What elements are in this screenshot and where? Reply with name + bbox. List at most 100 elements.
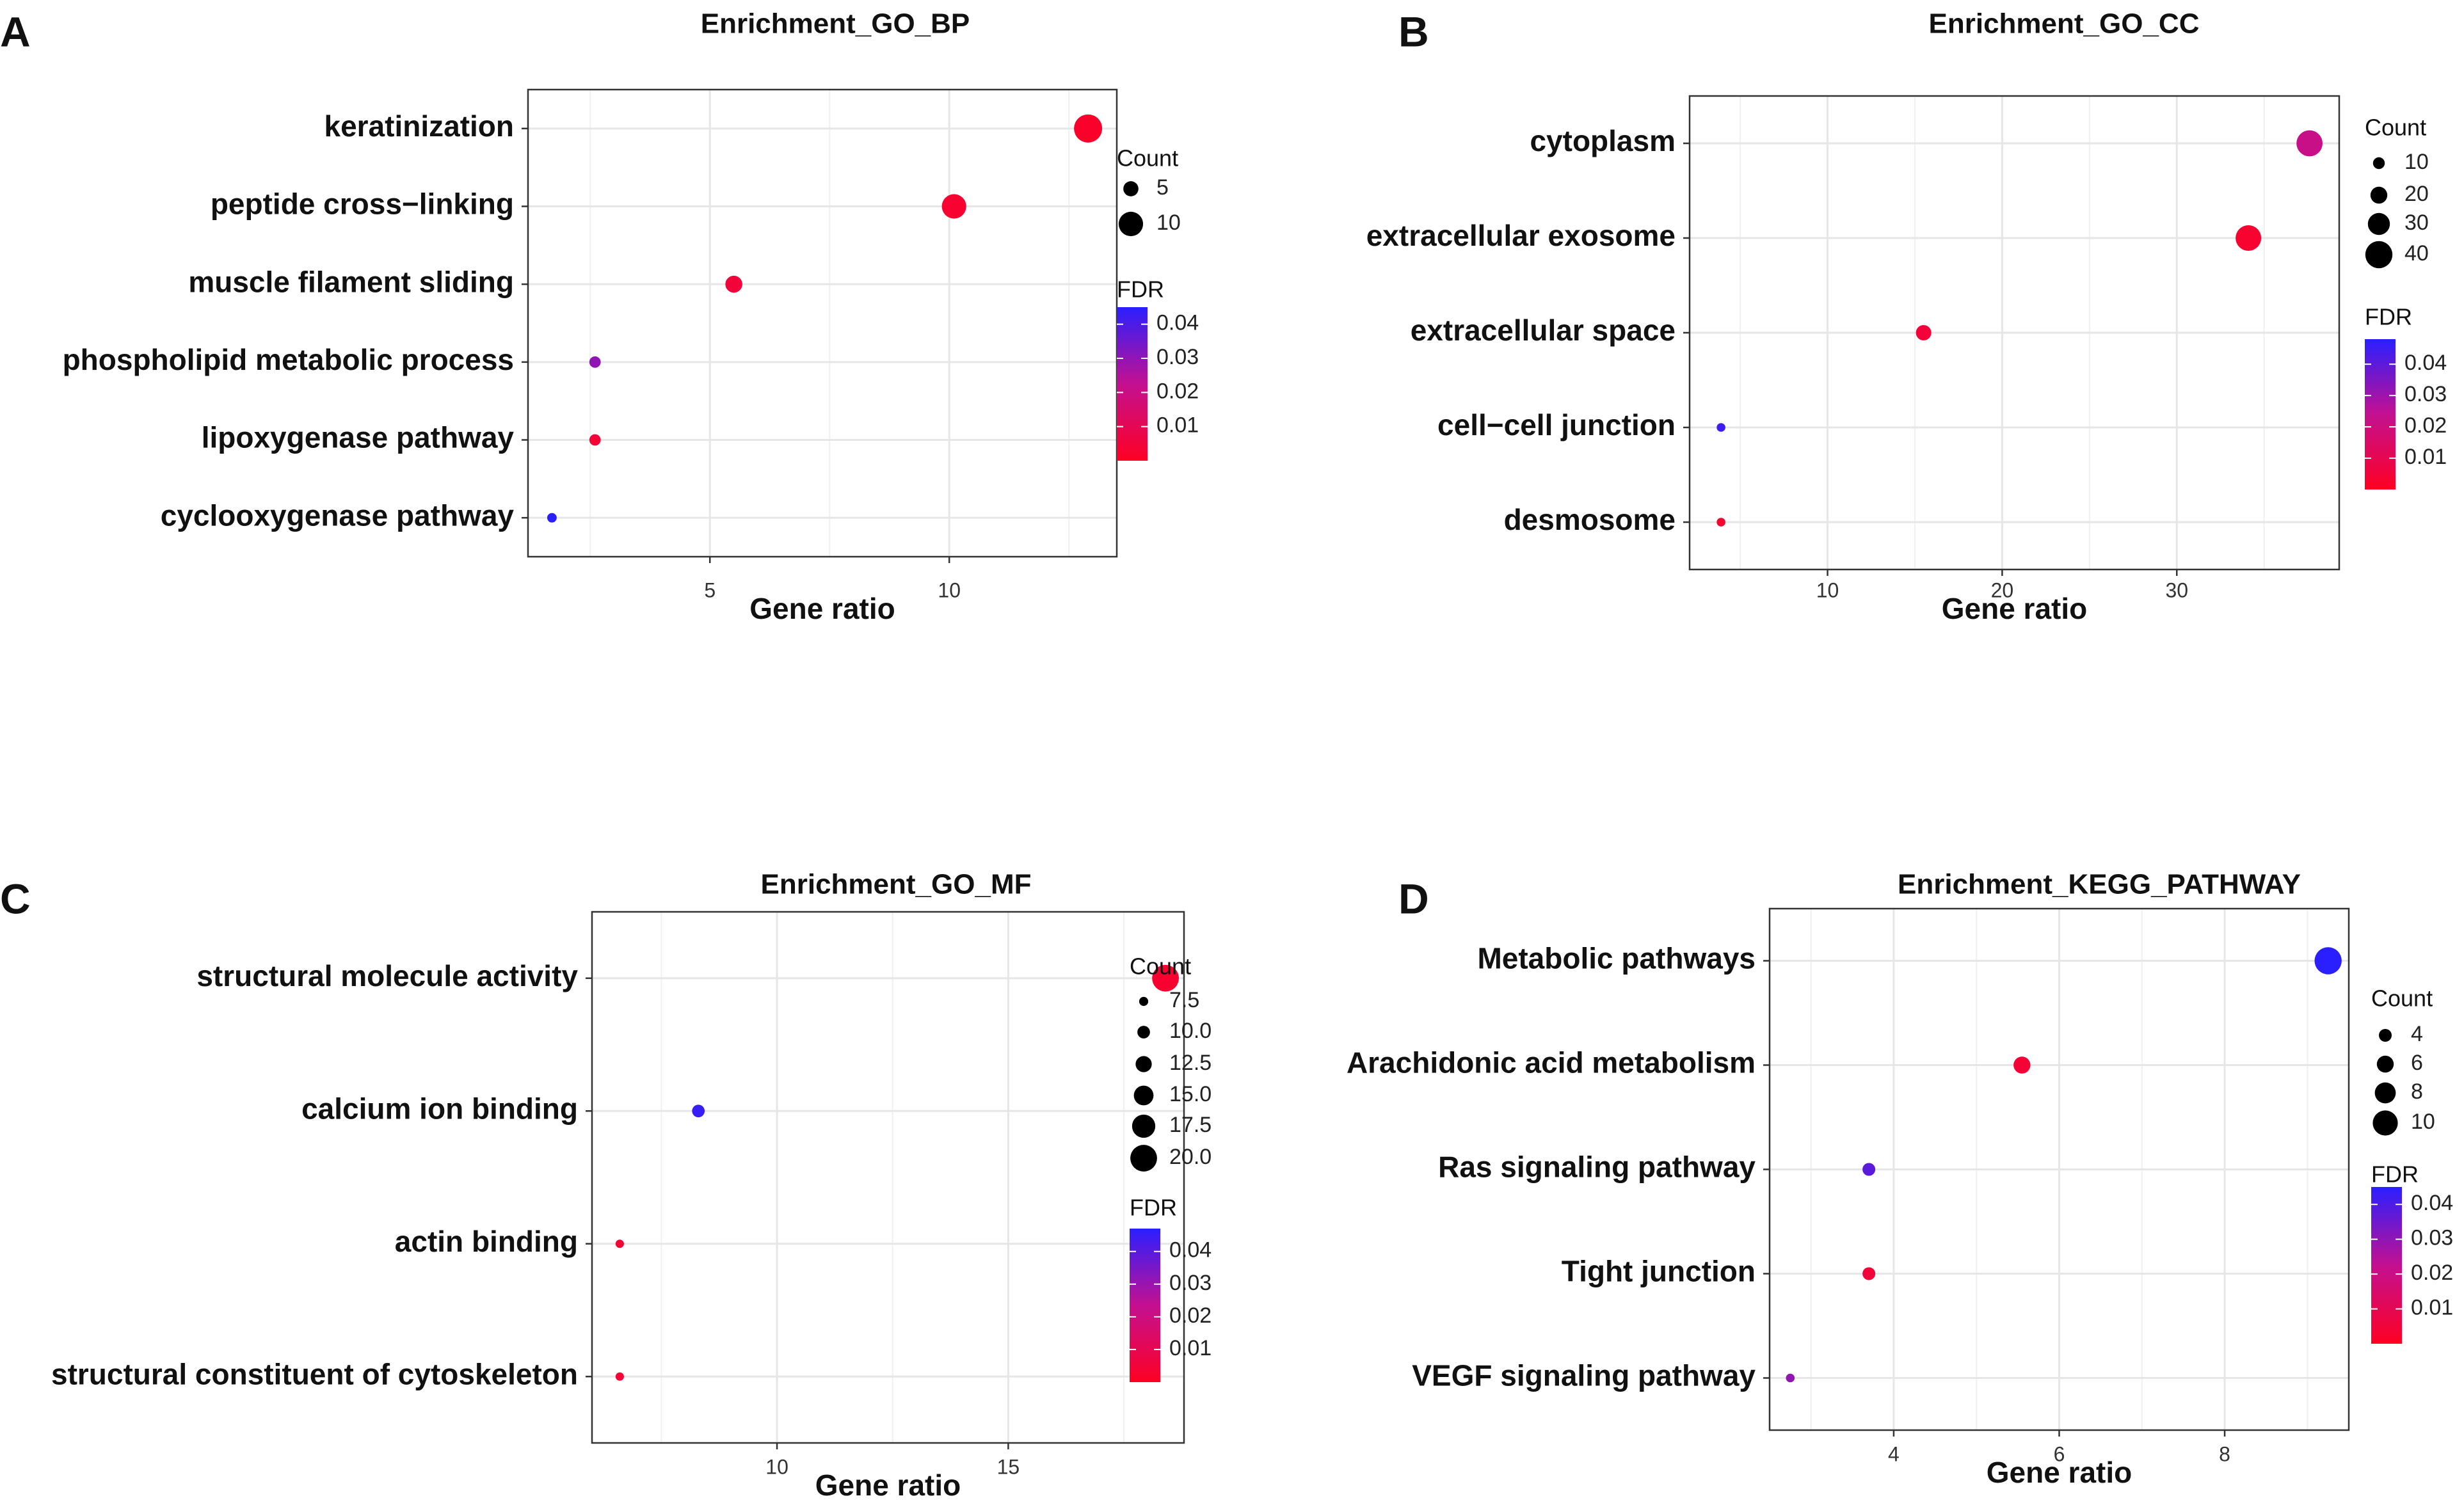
count-legend-dot (1133, 1085, 1154, 1106)
term-label: extracellular exosome (1366, 219, 1676, 252)
fdr-tick-label: 0.03 (2404, 382, 2447, 406)
fdr-tick-label: 0.04 (1156, 311, 1199, 335)
plot-area (592, 912, 1184, 1443)
count-legend-label: 40 (2404, 241, 2429, 266)
chart-title: Enrichment_KEGG_PATHWAY (1898, 869, 2301, 900)
term-label: cytoplasm (1530, 124, 1676, 157)
count-legend-label: 7.5 (1169, 988, 1199, 1012)
panel-label: D (1398, 875, 1429, 922)
data-point (1862, 1267, 1876, 1280)
fdr-tick-label: 0.02 (1156, 379, 1199, 403)
x-tick-label: 5 (704, 578, 716, 601)
count-legend-dot (2365, 241, 2393, 269)
count-legend-label: 10 (2411, 1110, 2435, 1134)
data-point (1862, 1163, 1876, 1176)
count-legend-label: 20.0 (1169, 1145, 1212, 1169)
fdr-tick-label: 0.04 (2411, 1191, 2453, 1215)
panel-label: B (1398, 8, 1429, 55)
count-legend-dot (1132, 1114, 1156, 1138)
data-point (725, 275, 742, 293)
data-point (2314, 947, 2342, 975)
fdr-colorbar (2365, 339, 2396, 490)
data-point (1786, 1373, 1795, 1383)
data-point (1716, 423, 1725, 432)
term-label: desmosome (1504, 503, 1676, 536)
term-label: cyclooxygenase pathway (161, 498, 515, 532)
count-legend-dot (2372, 157, 2385, 170)
chart-title: Enrichment_GO_MF (761, 869, 1032, 900)
count-legend-dot (1137, 1026, 1150, 1039)
data-point (1152, 964, 1179, 992)
count-legend-dot (1123, 181, 1139, 196)
panel-d: D Enrichment_KEGG_PATHWAY 4 6 8 Gene ratio Met… (1347, 869, 2453, 1490)
data-point (615, 1372, 624, 1381)
term-label: Ras signaling pathway (1438, 1151, 1756, 1184)
count-legend-title: Count (1130, 953, 1191, 980)
fdr-tick-label: 0.01 (2411, 1296, 2453, 1320)
count-legend-dot (1130, 1145, 1157, 1172)
fdr-tick-label: 0.03 (1169, 1271, 1212, 1295)
count-legend-label: 5 (1156, 175, 1169, 200)
term-label: phospholipid metabolic process (63, 343, 514, 376)
data-point (1716, 518, 1725, 527)
panel-label: C (0, 875, 31, 922)
term-label: keratinization (324, 109, 514, 143)
count-legend-title: Count (1117, 145, 1178, 171)
fdr-tick-label: 0.01 (2404, 445, 2447, 469)
term-label: calcium ion binding (301, 1092, 578, 1125)
panel-a: A Enrichment_GO_BP 5 10 Gene ratio keratiniza… (0, 8, 1199, 625)
fdr-colorbar (2371, 1187, 2402, 1344)
fdr-tick-label: 0.02 (2404, 413, 2447, 438)
data-point (2013, 1056, 2031, 1074)
count-legend-dot (2367, 212, 2390, 235)
x-tick-label: 6 (2054, 1442, 2065, 1465)
fdr-legend-title: FDR (1117, 276, 1164, 303)
count-legend-dot (2370, 186, 2388, 204)
fdr-tick-label: 0.04 (2404, 351, 2447, 375)
count-legend-dot (2372, 1110, 2398, 1136)
count-legend-label: 10.0 (1169, 1019, 1212, 1043)
count-legend-dot (2379, 1029, 2392, 1042)
count-legend-label: 12.5 (1169, 1051, 1212, 1075)
term-label: actin binding (395, 1225, 578, 1258)
plot-area (528, 90, 1117, 557)
fdr-legend-title: FDR (2371, 1161, 2419, 1188)
fdr-tick-label: 0.03 (2411, 1226, 2453, 1250)
panel-b: B Enrichment_GO_CC 10 20 30 Gene ratio cytopla… (1366, 8, 2447, 625)
term-label: Arachidonic acid metabolism (1347, 1046, 1756, 1079)
fdr-legend-title: FDR (2365, 304, 2412, 330)
term-label: structural molecule activity (196, 959, 578, 992)
x-tick-label: 10 (765, 1455, 788, 1478)
data-point (589, 434, 601, 446)
fdr-tick-label: 0.03 (1156, 345, 1199, 369)
x-tick-label: 10 (1816, 578, 1839, 601)
fdr-tick-label: 0.02 (1169, 1303, 1212, 1328)
panel-label: A (0, 8, 31, 55)
term-label: VEGF signaling pathway (1412, 1359, 1756, 1392)
panel-c: C Enrichment_GO_MF 10 15 Gene ratio structura… (0, 869, 1212, 1502)
term-label: cell−cell junction (1437, 408, 1676, 442)
fdr-tick-label: 0.01 (1156, 413, 1199, 438)
chart-title: Enrichment_GO_CC (1929, 8, 2200, 40)
data-point (547, 513, 557, 523)
count-legend-dot (1135, 1056, 1152, 1072)
count-legend-title: Count (2365, 115, 2426, 141)
x-tick-label: 20 (1991, 578, 2014, 601)
fdr-tick-label: 0.01 (1169, 1336, 1212, 1360)
term-label: extracellular space (1411, 314, 1676, 347)
fdr-legend-title: FDR (1130, 1195, 1177, 1221)
x-tick-label: 15 (997, 1455, 1020, 1478)
count-legend-label: 20 (2404, 182, 2429, 206)
count-legend-label: 30 (2404, 211, 2429, 235)
count-legend-label: 8 (2411, 1079, 2423, 1104)
data-point (941, 194, 966, 219)
data-point (1916, 325, 1932, 340)
term-label: peptide cross−linking (211, 187, 514, 221)
x-axis-label: Gene ratio (749, 592, 895, 625)
term-label: structural constituent of cytoskeleton (51, 1357, 578, 1390)
term-label: muscle filament sliding (188, 265, 514, 298)
count-legend-dot (1118, 211, 1144, 237)
count-legend-label: 10 (1156, 211, 1181, 235)
